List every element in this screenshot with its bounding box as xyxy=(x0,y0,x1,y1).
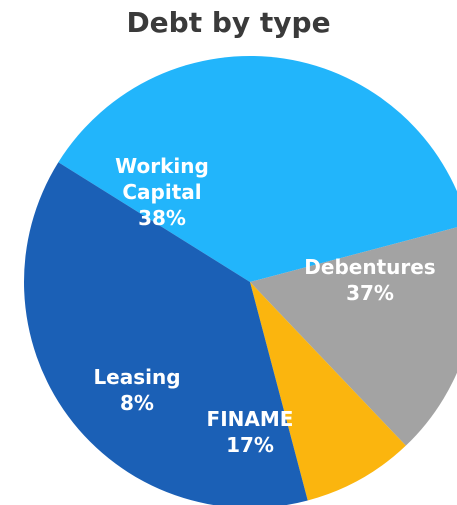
chart-title: Debt by type xyxy=(126,6,331,39)
pie-slices xyxy=(24,56,457,505)
slice-value-label: 17% xyxy=(226,433,274,457)
slice-category-label: Debentures xyxy=(304,255,435,279)
slice-value-label: 38% xyxy=(138,206,186,230)
slice-category-label: FINAME xyxy=(207,407,294,431)
slice-category-label: Leasing xyxy=(93,365,180,389)
slice-label-leasing: Leasing 8% xyxy=(93,365,180,415)
pie-slice-leasing xyxy=(250,282,406,501)
slice-label-working-capital: Working Capital 38% xyxy=(115,154,209,230)
slice-category-label: Capital xyxy=(122,180,201,204)
pie-slice-finame xyxy=(250,227,457,446)
slice-label-finame: FINAME 17% xyxy=(207,407,294,457)
slice-category-label: Working xyxy=(115,154,209,178)
slice-label-debentures: Debentures 37% xyxy=(304,255,435,305)
pie-labels: Debentures 37% FINAME 17% Leasing 8% Working Ca… xyxy=(93,154,435,457)
pie-slice-debentures xyxy=(58,56,457,282)
slice-value-label: 8% xyxy=(120,391,154,415)
pie-slice-working-capital xyxy=(24,162,308,505)
slice-value-label: 37% xyxy=(346,281,394,305)
